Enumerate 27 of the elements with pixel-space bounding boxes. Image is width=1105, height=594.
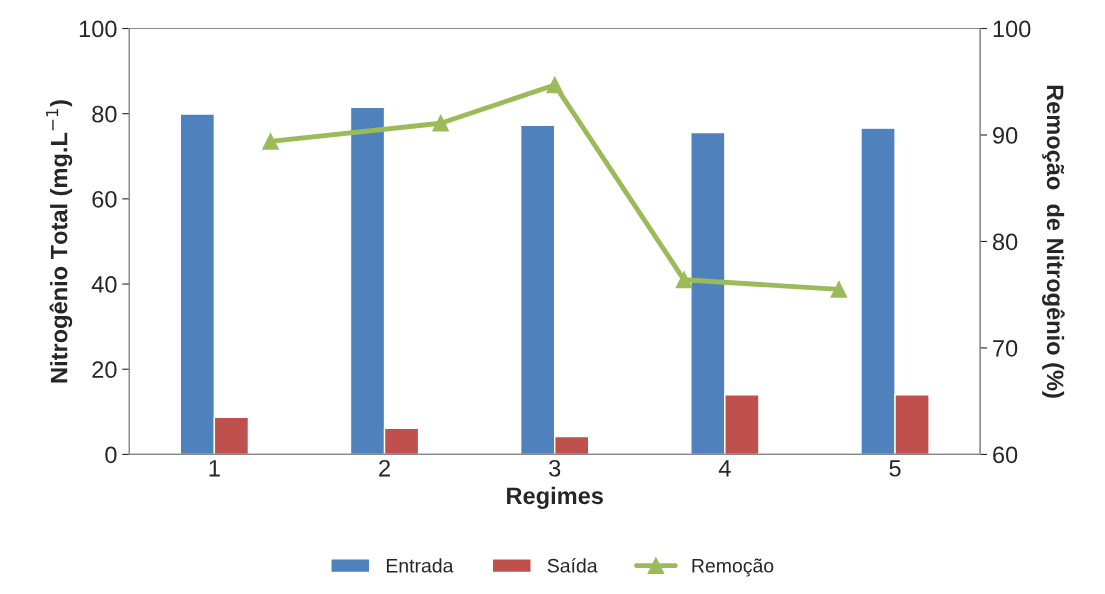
y2-tick-label: 60 [993, 446, 1018, 464]
y2-tick-label: 80 [992, 233, 1018, 251]
x-tick-label: 1 [209, 460, 220, 477]
y-tick-label: 100 [79, 20, 117, 38]
y-tick-label: 80 [92, 105, 117, 123]
y2-tick-label: 100 [993, 20, 1031, 38]
x-tick-label: 2 [379, 459, 390, 477]
x-tick-label: 5 [889, 460, 901, 477]
y-tick-label: 0 [105, 446, 117, 464]
legend-label: Saída [547, 558, 598, 573]
y-tick-label: 20 [92, 361, 117, 379]
legend-label: Entrada [386, 558, 454, 573]
x-tick-label: 3 [549, 459, 561, 477]
x-tick-label: 4 [718, 460, 731, 477]
point [546, 76, 564, 94]
y2-tick-label: 90 [993, 127, 1018, 144]
legend-label: Remoção [692, 558, 774, 577]
x-axis-title: Regimes [507, 486, 603, 509]
point [830, 281, 848, 298]
y2-tick-label: 70 [993, 340, 1018, 357]
y2-axis-title: Remoção de Nitrogênio (%) [1042, 85, 1065, 398]
point [675, 271, 693, 289]
y-tick-label: 40 [91, 276, 117, 293]
y-tick-label: 60 [92, 190, 117, 208]
point [262, 133, 279, 150]
point [432, 114, 450, 132]
y-axis-title: Nitrogênio Total (mg.L$^{−1}$) [46, 100, 73, 383]
